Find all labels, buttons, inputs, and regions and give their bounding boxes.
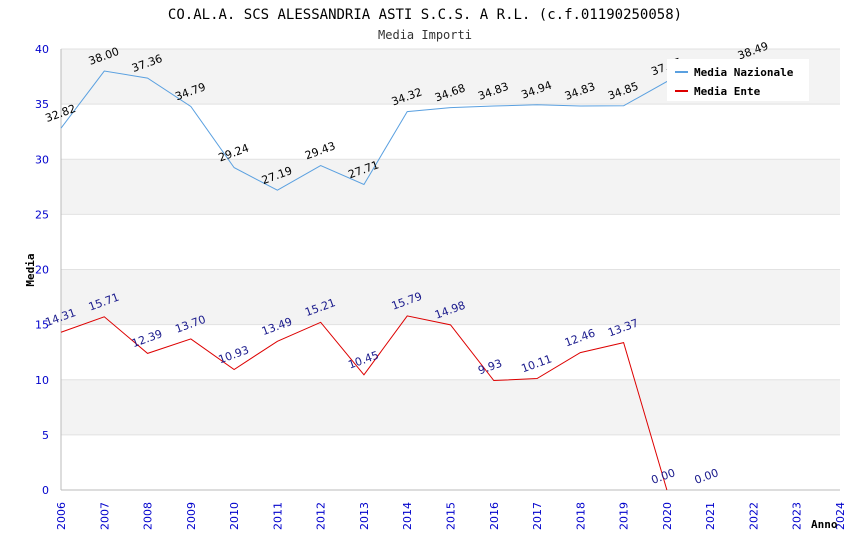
x-tick-label: 2018 <box>574 502 587 530</box>
x-tick-label: 2020 <box>661 502 674 530</box>
x-tick-label: 2024 <box>834 502 847 530</box>
x-tick-labels: 2006 2007 2008 2009 2010 2011 2012 2013 2014 2015… <box>55 502 847 530</box>
x-tick-label: 2023 <box>791 502 804 530</box>
y-tick-label: 15 <box>35 319 49 332</box>
x-tick-label: 2014 <box>401 502 414 530</box>
y-tick-label: 5 <box>42 429 49 442</box>
legend: Media Nazionale Media Ente <box>667 59 809 101</box>
x-tick-label: 2009 <box>185 502 198 530</box>
x-tick-label: 2017 <box>531 502 544 530</box>
chart-title: CO.AL.A. SCS ALESSANDRIA ASTI S.C.S. A R… <box>168 7 682 23</box>
series-lines <box>60 65 754 491</box>
y-tick-label: 10 <box>35 374 49 387</box>
plot-band <box>61 379 840 435</box>
y-tick-labels: 0 5 10 15 20 25 30 35 40 <box>35 43 49 497</box>
x-tick-label: 2007 <box>98 502 111 530</box>
plot-band <box>61 269 840 325</box>
y-tick-label: 25 <box>35 208 49 221</box>
x-tick-label: 2011 <box>271 502 284 530</box>
x-tick-label: 2022 <box>747 502 760 530</box>
plot-band <box>61 159 840 215</box>
legend-entry: Media Ente <box>694 85 761 98</box>
y-tick-label: 40 <box>35 43 49 56</box>
plot-background <box>61 49 840 490</box>
series-line-media-nazionale <box>60 65 754 191</box>
x-tick-label: 2013 <box>358 502 371 530</box>
x-tick-label: 2008 <box>142 502 155 530</box>
chart-subtitle: Media Importi <box>378 28 472 42</box>
x-tick-label: 2015 <box>445 502 458 530</box>
series-line-media-ente <box>60 315 668 491</box>
plot-band <box>61 434 840 490</box>
x-tick-label: 2016 <box>488 502 501 530</box>
x-tick-label: 2010 <box>228 502 241 530</box>
plot-band <box>61 324 840 380</box>
x-tick-label: 2012 <box>315 502 328 530</box>
y-tick-label: 20 <box>35 264 49 277</box>
x-axis-label: Anno <box>811 518 838 531</box>
x-tick-label: 2006 <box>55 502 68 530</box>
y-axis-label: Media <box>24 253 37 286</box>
y-tick-label: 35 <box>35 98 49 111</box>
plot-band <box>61 104 840 160</box>
legend-box <box>667 59 809 101</box>
legend-entry: Media Nazionale <box>694 66 794 79</box>
x-tick-label: 2021 <box>704 502 717 530</box>
y-tick-label: 30 <box>35 153 49 166</box>
y-tick-label: 0 <box>42 484 49 497</box>
x-tick-label: 2019 <box>618 502 631 530</box>
plot-band <box>61 214 840 270</box>
